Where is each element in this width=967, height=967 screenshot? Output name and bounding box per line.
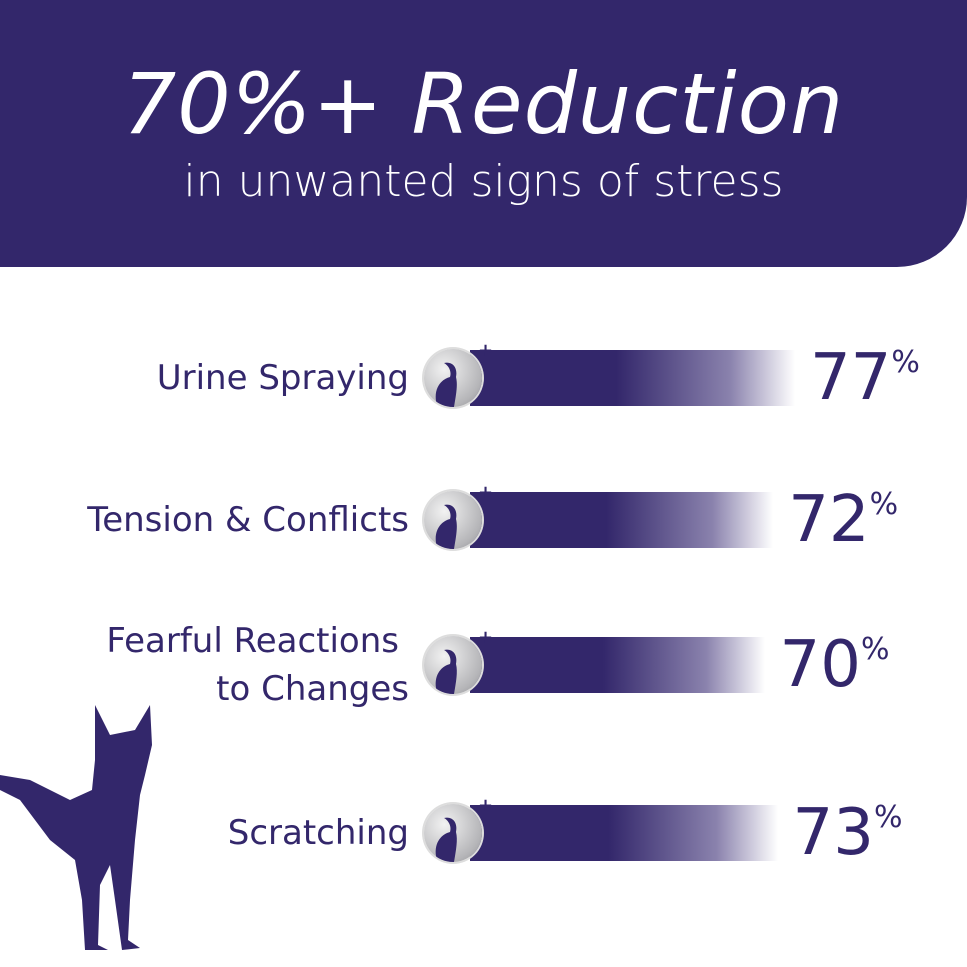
bar-value-label: 73% [793,801,903,865]
bar-value-label: 70% [780,633,890,697]
plus-icon: + [478,795,494,816]
page-title: 70%+ Reduction [122,55,845,153]
cats-conflict-icon [424,491,482,549]
value-number: 77 [809,341,892,415]
category-label-line: Fearful Reactions [106,621,399,661]
bar-category-label: Urine Spraying [157,354,409,402]
category-label-line: Scratching [227,813,409,853]
header-banner: 70%+ Reduction in unwanted signs of stre… [0,0,967,267]
plus-icon: + [478,627,494,648]
cat-fearful-icon [424,636,482,694]
bar-value-label: 72% [788,488,898,552]
page-subtitle: in unwanted signs of stress [183,156,784,207]
value-number: 72 [788,483,870,557]
category-label-line: to Changes [216,669,409,709]
plus-icon: + [478,482,494,503]
value-unit: % [891,345,920,380]
bar-category-label: Fearful Reactions to Changes [106,617,409,713]
value-unit: % [873,800,903,835]
value-number: 73 [792,796,874,870]
bar-row: Tension & Conflicts +72% [0,460,967,580]
value-unit: % [860,632,890,667]
bar [470,805,778,861]
cat-silhouette-icon [0,705,152,950]
bar-row: Urine Spraying +77% [0,318,967,438]
bar [470,492,774,548]
bar-row: Scratching +73% [0,773,967,893]
plus-icon: + [478,340,494,361]
bar-category-label: Tension & Conflicts [87,496,409,544]
cat-scratching-icon [424,804,482,862]
value-number: 70 [779,628,861,702]
category-label-line: Tension & Conflicts [87,500,409,540]
value-unit: % [869,487,899,522]
bar [470,350,795,406]
bar [470,637,765,693]
bar-category-label: Scratching [228,809,409,857]
category-label-line: Urine Spraying [156,358,409,398]
bar-row: Fearful Reactions to Changes +70% [0,605,967,725]
bar-value-label: 77% [810,346,920,410]
cat-spraying-icon [424,349,482,407]
